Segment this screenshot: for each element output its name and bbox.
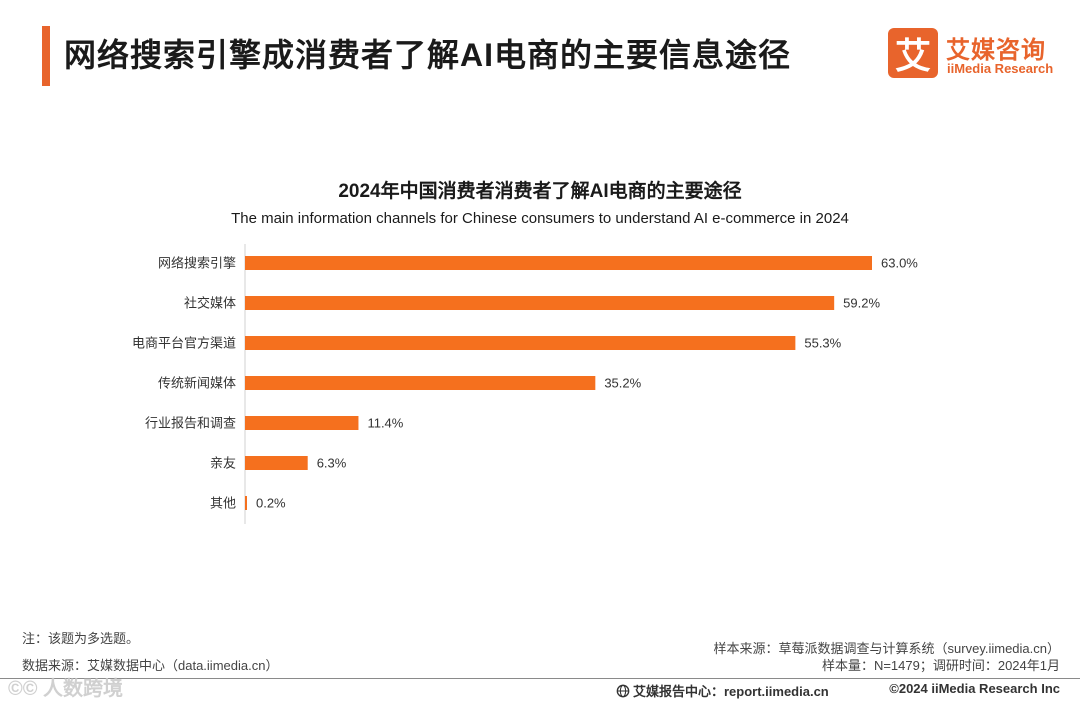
watermark: ©© 人数跨境 (8, 678, 124, 700)
value-label: 0.2% (256, 496, 286, 511)
value-label: 59.2% (843, 296, 880, 311)
category-label: 亲友 (210, 456, 236, 471)
page-title: 网络搜索引擎成消费者了解AI电商的主要信息途径 (64, 37, 792, 73)
logo-mark: 艾 (888, 28, 938, 78)
value-label: 63.0% (881, 256, 918, 271)
value-label: 11.4% (367, 416, 403, 431)
chart-title: 2024年中国消费者消费者了解AI电商的主要途径 (338, 181, 742, 202)
value-label: 6.3% (317, 456, 347, 471)
category-label: 电商平台官方渠道 (132, 336, 236, 351)
value-label: 55.3% (804, 336, 841, 351)
data-source: 数据来源：艾媒数据中心（data.iimedia.cn） (22, 658, 279, 673)
bar (245, 416, 359, 430)
chart-subtitle: The main information channels for Chines… (231, 210, 849, 227)
category-label: 行业报告和调查 (145, 416, 236, 431)
sample-source: 样本来源：草莓派数据调查与计算系统（survey.iimedia.cn） (713, 641, 1060, 656)
report-center-text: 艾媒报告中心：report.iimedia.cn (633, 684, 829, 699)
logo-name-cn: 艾媒咨询 (946, 37, 1046, 64)
footer-divider (0, 678, 1080, 679)
bar (245, 496, 247, 510)
bar-chart: 网络搜索引擎 63.0% 社交媒体 59.2% 电商平台官方渠道 55.3% 传统新闻媒体 3… (132, 244, 918, 524)
bar (245, 256, 872, 270)
title-accent-bar (42, 26, 50, 86)
category-label: 社交媒体 (184, 296, 236, 311)
logo-name-en: iiMedia Research (947, 61, 1054, 76)
category-label: 传统新闻媒体 (158, 376, 236, 391)
globe-icon (616, 684, 630, 698)
bar (245, 296, 835, 310)
bar (245, 336, 796, 350)
copyright: ©2024 iiMedia Research Inc (889, 681, 1060, 696)
sample-size: 样本量：N=1479；调研时间：2024年1月 (821, 658, 1060, 673)
value-label: 35.2% (604, 376, 641, 391)
category-label: 网络搜索引擎 (158, 256, 236, 271)
category-label: 其他 (210, 496, 236, 511)
bar (245, 376, 596, 390)
report-center: 艾媒报告中心：report.iimedia.cn (616, 681, 829, 700)
bar (245, 456, 308, 470)
footnote: 注：该题为多选题。 (22, 631, 140, 646)
iimedia-logo: 艾 艾媒咨询 iiMedia Research (888, 28, 1063, 80)
